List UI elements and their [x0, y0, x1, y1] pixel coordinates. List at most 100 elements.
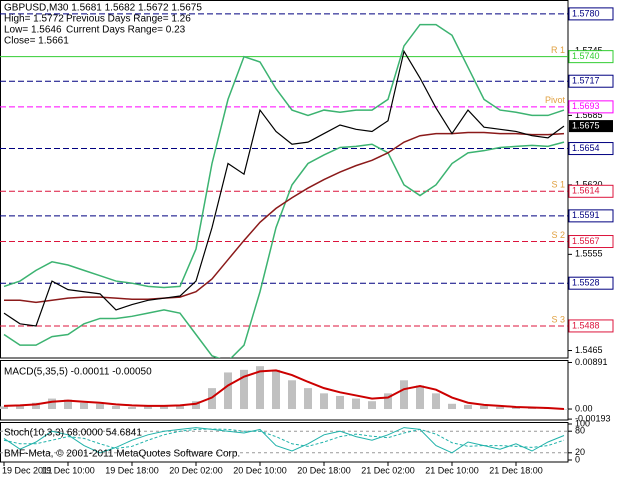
x-tick-label: 21 Dec 18:00 [489, 465, 543, 475]
level-box [568, 142, 614, 156]
macd-bar [368, 401, 376, 410]
macd-bar [48, 398, 56, 410]
level-box [568, 235, 614, 249]
x-tick-label: 21 Dec 02:00 [361, 465, 415, 475]
y-tick-label: 0.00 [575, 403, 593, 413]
last-price-label: 1.5675 [572, 120, 600, 130]
labels: GBPUSD,M30 1.5681 1.5682 1.5672 1.5675 M… [2, 3, 614, 475]
macd-bar [448, 403, 456, 410]
series-line [3, 23, 565, 289]
macd-bar [512, 407, 520, 410]
x-tick-label: 19 Dec 18:00 [105, 465, 159, 475]
macd-bar [0, 406, 8, 410]
level-label: 1.5740 [572, 51, 600, 61]
macd-bar [192, 401, 200, 410]
macd-bar [496, 406, 504, 410]
level-label: 1.5567 [572, 236, 600, 246]
chart-title: GBPUSD,M30 1.5681 1.5682 1.5672 1.5675 [4, 3, 202, 14]
y-tick-label: 1.5555 [575, 249, 603, 259]
macd-bar [336, 395, 344, 410]
macd-bar [528, 407, 536, 410]
x-tick-label: 21 Dec 10:00 [425, 465, 479, 475]
macd-bar [32, 402, 40, 410]
level-label: 1.5780 [572, 8, 600, 18]
macd-bar [352, 398, 360, 410]
level-name: R 1 [551, 45, 565, 55]
y-tick-label: 0.00891 [575, 357, 608, 367]
y-tick-label: 100 [575, 418, 590, 428]
series-line [3, 141, 565, 358]
level-box [568, 276, 614, 290]
level-label: 1.5614 [572, 186, 600, 196]
stoch-title: Stoch(10,3,3) 68.0000 54.6841 [4, 428, 142, 439]
macd-bar [96, 403, 104, 410]
macd-title: MACD(5,35,5) -0.00011 -0.00050 [4, 367, 152, 378]
macd-bar [224, 372, 232, 410]
level-box [568, 100, 614, 114]
x-tick-label: 20 Dec 18:00 [297, 465, 351, 475]
level-label: 1.5591 [572, 210, 600, 220]
macd-bar [480, 405, 488, 410]
series-line [3, 369, 565, 411]
macd-bar [64, 399, 72, 410]
macd-bar [176, 404, 184, 410]
level-label: 1.5488 [572, 320, 600, 330]
level-box [568, 184, 614, 198]
y-tick-label: 0 [575, 454, 580, 464]
level-box [568, 50, 614, 64]
macd-plot [0, 366, 568, 411]
macd-bar [416, 385, 424, 410]
macd-bar [112, 405, 120, 410]
stoch-panel [0, 422, 569, 463]
macd-bar [160, 405, 168, 410]
x-tick-label: 20 Dec 10:00 [233, 465, 287, 475]
macd-bar [320, 393, 328, 410]
level-name: S 1 [551, 180, 565, 190]
x-tick-label: 19 Dec 2011 [2, 465, 52, 475]
macd-panel [0, 360, 569, 421]
series-line [4, 131, 565, 304]
macd-bar [560, 409, 568, 410]
info-text: High= 1.5772 [4, 14, 64, 25]
level-box [568, 319, 614, 333]
macd-bar [256, 366, 264, 410]
macd-bar [432, 393, 440, 410]
macd-bar [272, 369, 280, 410]
main-plot: R 1 Pivot S 1 S 2 S 3 [0, 13, 568, 358]
y-tick-label: 1.5465 [575, 345, 603, 355]
macd-bar [240, 369, 248, 410]
info-text: Current Days Range= 0.23 [66, 25, 186, 36]
level-label: 1.5528 [572, 278, 600, 288]
macd-bar [384, 393, 392, 410]
y-tick-label: 20 [575, 447, 585, 457]
y-tick-label: -0.00193 [575, 413, 611, 423]
level-name: S 2 [551, 230, 565, 240]
y-tick-label: 1.5685 [575, 110, 603, 120]
y-tick-label: 80 [575, 426, 585, 436]
level-box [568, 7, 614, 21]
level-box [568, 74, 614, 88]
macd-bar [400, 380, 408, 410]
last-price-box [569, 120, 613, 133]
info-text: Low= 1.5646 [4, 25, 62, 36]
level-name: S 3 [551, 314, 565, 324]
series-line [3, 428, 565, 449]
y-tick-label: 1.5620 [575, 179, 603, 189]
macd-bar [16, 404, 24, 410]
series-line [3, 427, 565, 454]
level-label: 1.5717 [572, 76, 600, 86]
level-name: Pivot [545, 95, 566, 105]
macd-bar [464, 404, 472, 410]
x-tick-label: 19 Dec 10:00 [41, 465, 95, 475]
x-tick-label: 20 Dec 02:00 [169, 465, 223, 475]
level-label: 1.5693 [572, 101, 600, 111]
main-panel [0, 0, 569, 359]
info-text: Previous Days Range= 1.26 [66, 14, 191, 25]
copyright: BMF-Meta, © 2001-2011 MetaQuotes Softwar… [4, 449, 240, 460]
series-line [3, 49, 565, 327]
macd-bar [304, 388, 312, 410]
macd-bar [144, 405, 152, 410]
macd-bar [128, 406, 136, 410]
info-text: Close= 1.5661 [4, 36, 69, 47]
stoch-plot [0, 427, 568, 454]
